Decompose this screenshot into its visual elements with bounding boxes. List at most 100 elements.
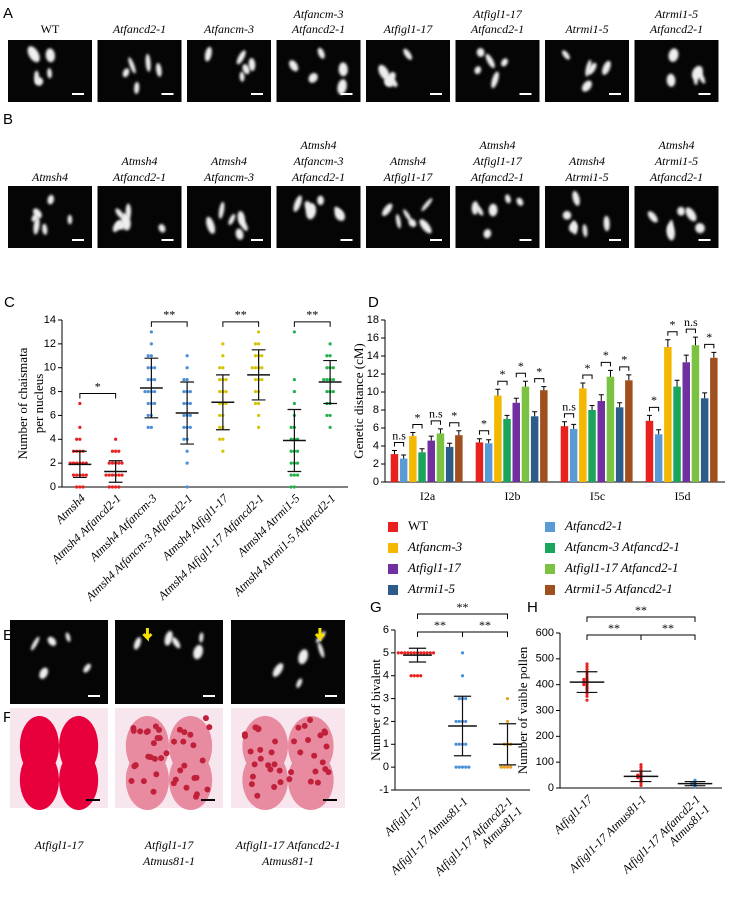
error-bar	[456, 430, 462, 436]
y-tick-label: 10	[367, 386, 379, 398]
data-point	[257, 425, 261, 429]
genotype-label: Atrmi1-5	[654, 7, 698, 21]
data-point	[409, 674, 413, 678]
error-bar	[589, 405, 595, 410]
pollen	[190, 742, 197, 749]
bar	[654, 434, 663, 482]
x-tick-label: Atmsh4 Atrmi1-5	[234, 491, 303, 560]
data-point	[257, 342, 261, 346]
chromosome	[317, 47, 325, 59]
data-point	[412, 674, 416, 678]
data-point	[260, 354, 264, 358]
chromosome	[204, 46, 212, 62]
data-point	[460, 765, 465, 769]
significance-label: **	[163, 308, 175, 322]
bar	[409, 436, 417, 482]
genotype-label: Atfancd2-1	[291, 22, 345, 36]
genotype-label: Atfancd2-1	[470, 22, 524, 36]
chromosome	[697, 70, 706, 84]
data-point	[464, 765, 468, 769]
y-tick-label: 0	[548, 782, 554, 794]
pollen	[154, 735, 161, 742]
y-tick-label: 8	[373, 404, 379, 416]
chromosome	[419, 219, 432, 234]
data-point	[253, 354, 258, 358]
error-bar	[598, 394, 604, 401]
data-point	[639, 763, 643, 767]
bar	[445, 446, 454, 482]
pollen	[272, 738, 279, 745]
significance-bracket	[600, 361, 611, 367]
chromosome	[193, 644, 204, 660]
y-tick-label: 10	[44, 362, 56, 374]
arrow	[314, 628, 325, 642]
chromosome	[581, 80, 592, 92]
error-bar	[617, 402, 623, 408]
chromosome	[568, 222, 578, 233]
pollen	[271, 783, 278, 790]
pollen	[151, 755, 158, 762]
micrograph-panel	[97, 40, 182, 102]
micrograph	[97, 40, 182, 102]
data-point	[221, 437, 225, 441]
data-point	[218, 389, 222, 394]
data-point	[292, 378, 296, 382]
chromosome	[47, 194, 54, 205]
error-bar	[674, 379, 680, 387]
data-point	[406, 651, 410, 655]
data-point	[399, 651, 404, 655]
chromosome	[488, 203, 498, 217]
pollen	[268, 749, 275, 756]
micrograph	[455, 186, 540, 248]
chromosome	[45, 48, 56, 63]
significance-bracket	[582, 374, 593, 379]
pollen	[317, 732, 324, 739]
chromosome	[391, 79, 398, 88]
genotype-label: Atfancm-3	[293, 154, 344, 168]
legend-label: Atfancm-3 Atfancd2-1	[564, 539, 680, 554]
data-point	[289, 449, 293, 453]
bar	[503, 419, 511, 482]
panel-letter: C	[4, 294, 15, 311]
significance-label: *	[95, 379, 101, 393]
data-point	[117, 473, 121, 477]
chromosome	[122, 68, 130, 78]
error-bar	[144, 357, 159, 419]
micrograph-panel	[366, 186, 450, 248]
y-tick-label: 12	[367, 368, 379, 380]
error-bar	[630, 770, 652, 783]
significance-label: *	[481, 417, 487, 431]
genotype-label: WT	[41, 22, 60, 36]
micrograph-panel	[187, 186, 271, 248]
data-point	[403, 651, 407, 655]
data-point	[502, 765, 506, 769]
chromosome	[272, 663, 284, 677]
legend-label: Atfancd2-1	[564, 518, 623, 533]
data-point	[257, 401, 261, 406]
x-tick-label: Atfigl1-17 Atmus81-1	[387, 794, 471, 878]
panel-letter: F	[3, 709, 12, 726]
genotype-label: Atfigl1-17	[383, 22, 434, 36]
pollen	[255, 726, 262, 733]
y-axis-label: per nucleus	[31, 374, 46, 434]
legend-label: Atrmi1-5	[407, 581, 455, 596]
pollen	[150, 788, 157, 795]
data-point	[464, 719, 468, 724]
significance-label: **	[306, 308, 318, 322]
data-point	[218, 378, 222, 382]
significance-label: **	[635, 603, 647, 617]
x-tick-label: Atfigl1-17 Atfancd2-1	[431, 794, 516, 879]
chromosome	[471, 201, 479, 215]
data-point	[325, 354, 329, 358]
pollen	[257, 746, 264, 753]
data-point	[117, 461, 121, 465]
significance-label: **	[662, 621, 674, 635]
x-tick-label: I5c	[590, 489, 605, 503]
data-point	[146, 389, 150, 394]
pollen	[158, 755, 165, 762]
pollen	[314, 779, 321, 786]
chromosome	[237, 211, 245, 225]
data-point	[419, 651, 423, 655]
data-point	[110, 449, 115, 453]
data-point	[639, 783, 643, 788]
